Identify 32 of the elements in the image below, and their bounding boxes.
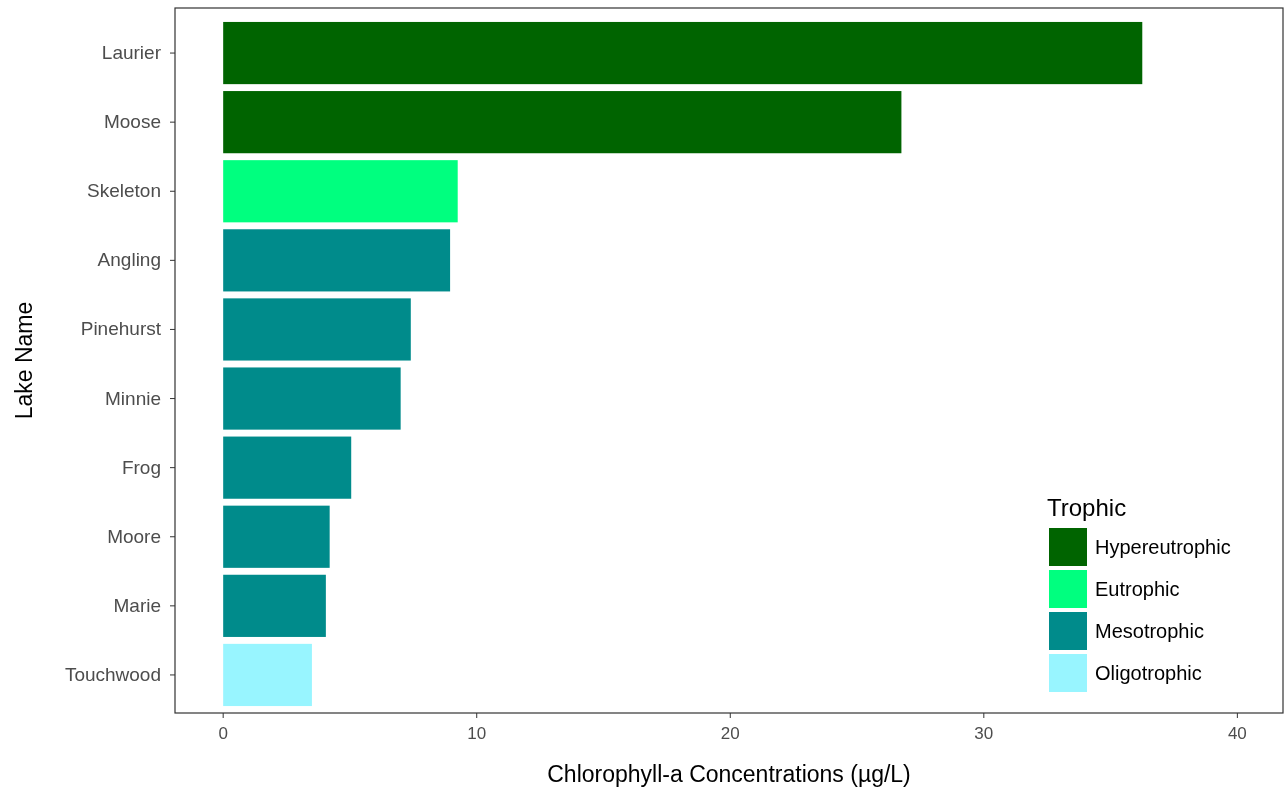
bar: [223, 160, 458, 223]
bar: [223, 21, 1143, 85]
y-tick-label: Frog: [121, 456, 161, 478]
bar: [223, 298, 411, 361]
y-tick-label: Minnie: [105, 387, 161, 409]
legend-title: Trophic: [1047, 494, 1127, 521]
y-tick-label: Laurier: [101, 42, 162, 64]
legend-label: Oligotrophic: [1095, 662, 1202, 684]
y-tick-label: Moose: [103, 111, 161, 133]
bar: [223, 229, 451, 292]
x-tick-label: 40: [1227, 724, 1247, 743]
y-tick-label: Moore: [107, 525, 161, 547]
y-tick-label: Pinehurst: [80, 318, 162, 340]
bar: [223, 91, 902, 154]
bar: [223, 367, 401, 430]
legend-label: Mesotrophic: [1095, 620, 1204, 642]
x-tick-label: 0: [218, 724, 228, 743]
x-tick-label: 30: [974, 724, 994, 743]
legend-label: Eutrophic: [1095, 578, 1180, 600]
x-axis-title: Chlorophyll-a Concentrations (µg/L): [547, 761, 911, 787]
y-tick-label: Marie: [113, 594, 161, 616]
bar: [223, 643, 312, 707]
x-tick-label: 10: [467, 724, 487, 743]
x-tick-label: 20: [720, 724, 740, 743]
legend-label: Hypereutrophic: [1095, 536, 1231, 558]
bar: [223, 574, 326, 637]
bar: [223, 505, 330, 568]
y-tick-label: Angling: [97, 249, 161, 271]
y-tick-label: Skeleton: [87, 180, 161, 202]
y-axis-title: Lake Name: [11, 301, 37, 420]
y-tick-label: Touchwood: [64, 663, 161, 685]
bar: [223, 436, 352, 499]
